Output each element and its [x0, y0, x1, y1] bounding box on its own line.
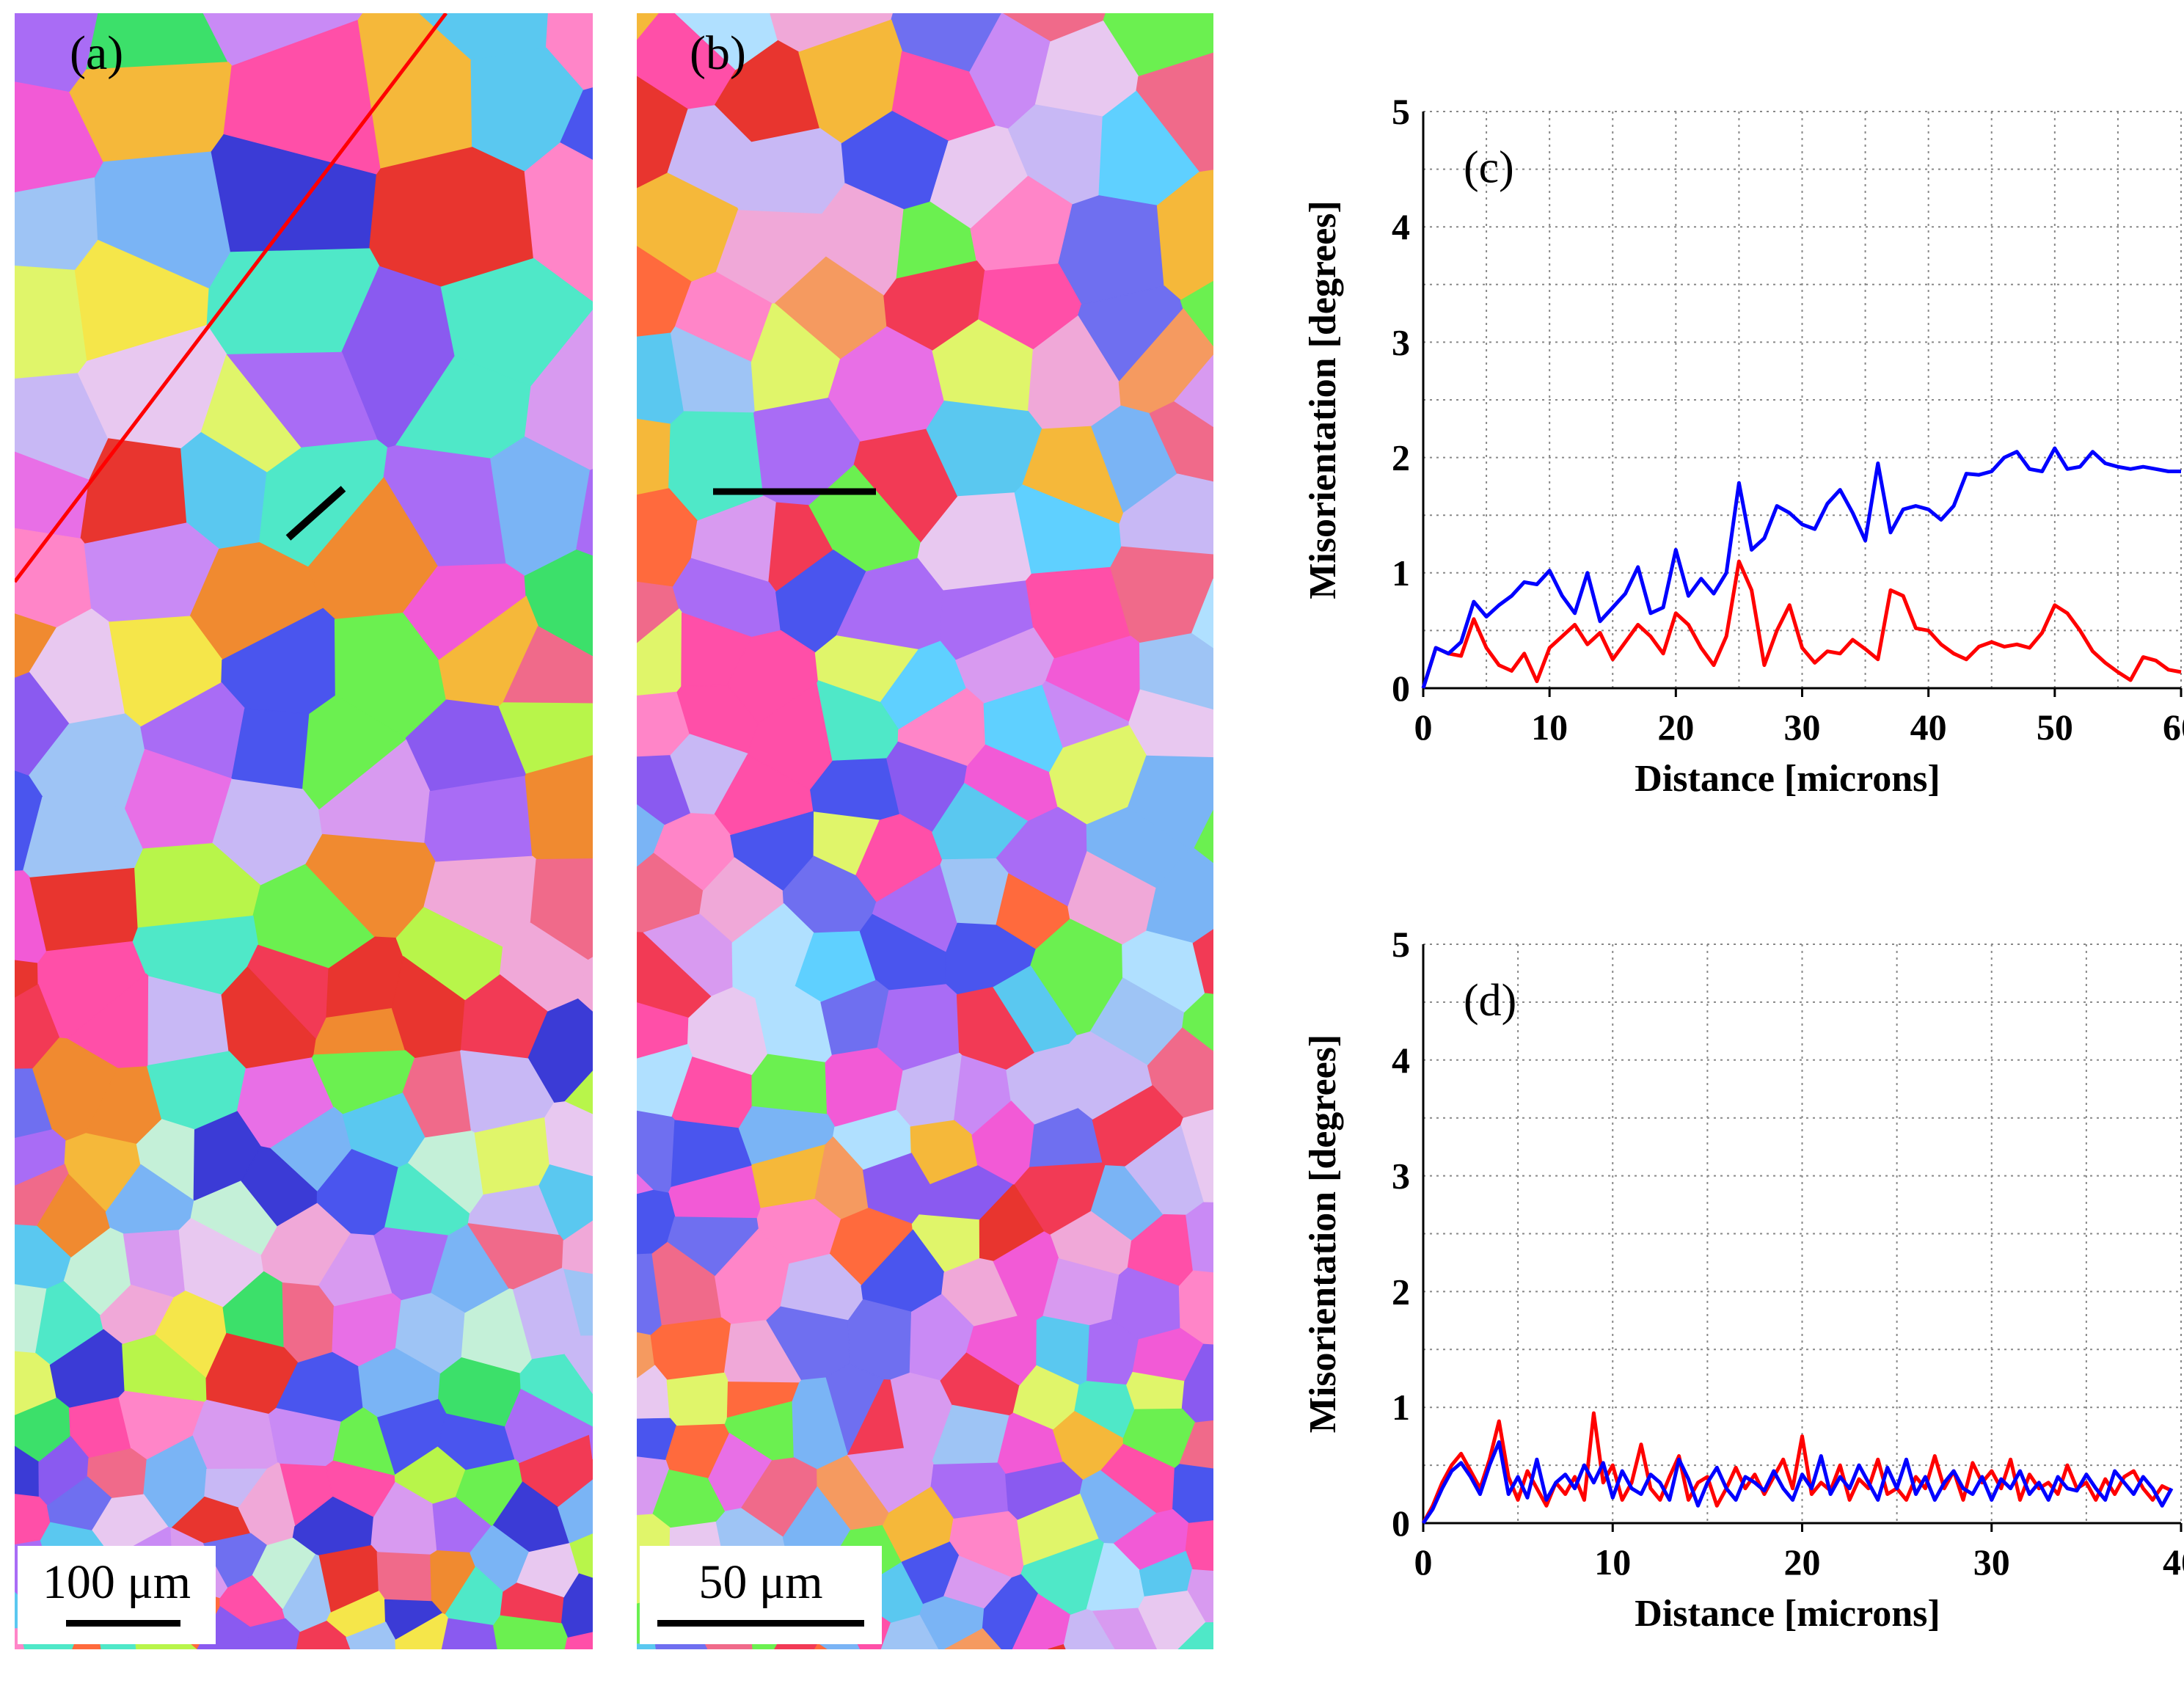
grain	[1186, 1202, 1213, 1274]
x-tick-label: 40	[1910, 707, 1947, 748]
y-tick-label: 5	[1392, 924, 1410, 965]
grain	[1139, 632, 1213, 711]
scale-bar-b: 50 μm	[640, 1546, 882, 1644]
y-tick-label: 0	[1392, 1503, 1410, 1544]
panel-label-b: (b)	[690, 26, 746, 80]
grain	[588, 1428, 593, 1459]
grain	[544, 1101, 593, 1178]
grain	[1182, 993, 1213, 1053]
grain	[1149, 401, 1213, 483]
ebsd-map-b	[637, 13, 1213, 1649]
grid	[1422, 111, 2182, 689]
y-tick-label: 3	[1392, 321, 1410, 362]
grain	[231, 708, 310, 790]
scale-bar-a: 100 μm	[18, 1546, 216, 1644]
x-tick-label: 30	[1784, 707, 1821, 748]
ebsd-map-b-grains	[637, 13, 1213, 1649]
chart-c-svg: 0 10 20 30 40 50 60 0 1 2 3 4 5 Distance [microns] Mis…	[1302, 91, 2184, 800]
series-line-red	[1421, 559, 2182, 689]
x-tick-label: 0	[1414, 707, 1433, 748]
x-tick-label: 0	[1414, 1541, 1433, 1583]
line-scan-black-a	[285, 486, 346, 541]
x-tick-label: 20	[1657, 707, 1694, 748]
grain	[524, 142, 593, 303]
y-tick-label: 3	[1392, 1156, 1410, 1197]
y-tick-label: 4	[1392, 206, 1410, 247]
grain	[1119, 473, 1213, 555]
panel-label: (c)	[1464, 143, 1514, 193]
scale-bar-a-text: 100 μm	[42, 1555, 191, 1609]
panel-label-a: (a)	[70, 26, 124, 80]
grain	[814, 1643, 828, 1649]
grain	[564, 1632, 593, 1649]
grain	[666, 1372, 729, 1427]
chart-d-svg: 0 10 20 30 40 0 1 2 3 4 5 Distance [microns] Misorie…	[1302, 924, 2184, 1635]
x-tick-label: 20	[1784, 1541, 1821, 1583]
y-tick-label: 1	[1392, 1387, 1410, 1428]
y-tick-label: 2	[1392, 437, 1410, 478]
x-tick-label: 10	[1594, 1541, 1631, 1583]
grain	[880, 1614, 939, 1649]
panel-label: (d)	[1464, 976, 1516, 1026]
x-tick-label: 10	[1531, 707, 1568, 748]
misorientation-chart-c: 0 10 20 30 40 50 60 0 1 2 3 4 5 Distance [microns] Mis…	[1240, 73, 2184, 851]
grain	[29, 867, 139, 952]
grain	[1177, 1622, 1213, 1649]
grain	[751, 1054, 828, 1115]
misorientation-chart-d: 0 10 20 30 40 0 1 2 3 4 5 Distance [microns] Misorie…	[1240, 906, 2184, 1686]
x-tick-label: 30	[1973, 1541, 2010, 1583]
y-tick-label: 5	[1392, 91, 1410, 132]
grain	[15, 265, 88, 380]
x-axis-label: Distance [microns]	[1635, 758, 1940, 800]
grain	[637, 418, 671, 496]
y-axis-label: Misorientation [degrees]	[1302, 200, 1344, 599]
grain	[650, 1317, 732, 1381]
scale-bar-b-text: 50 μm	[698, 1555, 823, 1609]
grain	[525, 755, 593, 861]
grain	[944, 1628, 1001, 1649]
x-tick-label: 60	[2163, 707, 2184, 748]
series-line-blue	[1421, 1440, 2174, 1525]
grain	[1063, 1609, 1115, 1649]
y-tick-label: 2	[1392, 1271, 1410, 1312]
series-line-red	[1421, 1411, 2173, 1525]
x-tick-label: 50	[2037, 707, 2073, 748]
grain	[637, 1643, 657, 1649]
svg-b-grain-group	[637, 13, 1213, 1649]
line-scan-red	[15, 13, 448, 583]
x-axis-label: Distance [microns]	[1635, 1593, 1940, 1635]
scale-bar-b-line	[657, 1620, 864, 1627]
grain	[498, 702, 593, 775]
scale-bar-a-line	[66, 1620, 180, 1627]
y-tick-label: 1	[1392, 552, 1410, 594]
y-axis-label: Misorientation [degrees]	[1302, 1034, 1344, 1433]
ebsd-map-a-grains	[15, 13, 593, 1649]
grain	[376, 1552, 433, 1602]
series-line-blue	[1421, 446, 2181, 689]
y-tick-label: 0	[1392, 668, 1410, 709]
svg-a-grain-group	[15, 13, 593, 1649]
grain	[564, 1335, 593, 1395]
grain	[1058, 195, 1165, 306]
ebsd-map-a	[15, 13, 593, 1649]
grain	[15, 528, 92, 629]
y-tick-label: 4	[1392, 1040, 1410, 1081]
x-tick-label: 40	[2163, 1541, 2184, 1583]
